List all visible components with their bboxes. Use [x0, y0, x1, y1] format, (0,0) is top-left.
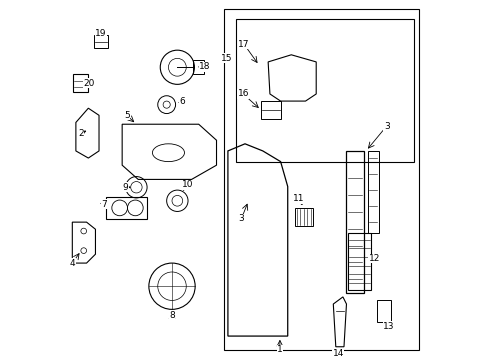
Text: 8: 8: [169, 311, 175, 320]
Text: 3: 3: [239, 214, 245, 223]
Text: 11: 11: [294, 194, 305, 203]
Text: 13: 13: [383, 321, 394, 330]
Text: 1: 1: [277, 345, 283, 354]
Text: 17: 17: [238, 40, 250, 49]
Text: 18: 18: [199, 62, 211, 71]
Text: 16: 16: [238, 90, 249, 99]
Text: 7: 7: [101, 200, 107, 209]
Bar: [223, 9, 419, 350]
Text: 14: 14: [333, 349, 344, 358]
Bar: [236, 19, 414, 162]
Text: 5: 5: [124, 111, 130, 120]
Text: 9: 9: [123, 183, 128, 192]
Text: 19: 19: [95, 29, 106, 38]
Text: 20: 20: [84, 79, 95, 88]
Text: 6: 6: [180, 96, 186, 105]
Text: 2: 2: [78, 129, 84, 138]
Text: 4: 4: [70, 258, 75, 267]
Text: 12: 12: [369, 254, 380, 263]
Text: 3: 3: [384, 122, 390, 131]
Text: 15: 15: [220, 54, 232, 63]
Text: 10: 10: [182, 180, 194, 189]
